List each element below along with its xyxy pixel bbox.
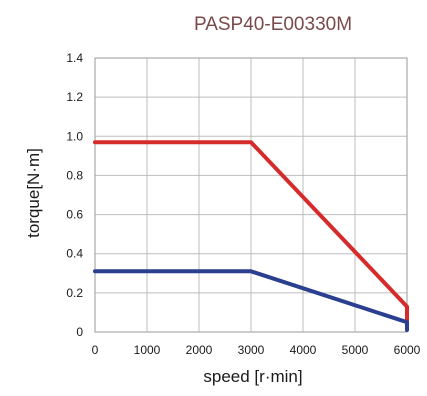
chart-title: PASP40-E00330M bbox=[194, 14, 352, 35]
x-tick-label: 0 bbox=[92, 343, 99, 357]
plot-frame bbox=[94, 57, 408, 333]
y-tick-label: 1.2 bbox=[66, 90, 83, 104]
series-layer bbox=[93, 140, 409, 332]
y-tick-label: 0.6 bbox=[66, 208, 83, 222]
x-tick-label: 3000 bbox=[238, 343, 265, 357]
x-tick-label: 2000 bbox=[186, 343, 213, 357]
x-axis-label: speed [r·min] bbox=[203, 367, 302, 386]
y-tick-label: 0.4 bbox=[66, 247, 83, 261]
y-tick-label: 1.4 bbox=[66, 51, 83, 65]
series-line-blue bbox=[93, 269, 409, 332]
y-tick-label: 1.0 bbox=[66, 129, 83, 143]
x-tick-label: 1000 bbox=[134, 343, 161, 357]
y-tick-label: 0.8 bbox=[66, 168, 83, 182]
y-axis-label: torque[N·m] bbox=[24, 148, 43, 238]
y-tick-label: 0.2 bbox=[66, 286, 83, 300]
series-line-red bbox=[93, 140, 409, 327]
x-tick-label: 4000 bbox=[290, 343, 317, 357]
y-tick-label: 0 bbox=[76, 325, 83, 339]
x-tick-label: 5000 bbox=[342, 343, 369, 357]
x-tick-label: 6000 bbox=[394, 343, 421, 357]
y-tick-labels: 0 0.2 0.4 0.6 0.8 1.0 1.2 1.4 bbox=[66, 51, 83, 339]
x-tick-labels: 0 1000 2000 3000 4000 5000 6000 bbox=[92, 343, 421, 357]
grid-layer bbox=[94, 57, 408, 333]
